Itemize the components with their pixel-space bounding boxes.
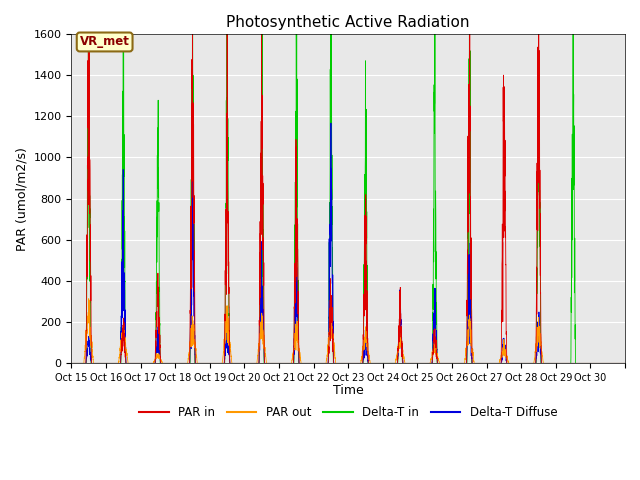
Line: PAR in: PAR in: [72, 0, 625, 363]
Y-axis label: PAR (umol/m2/s): PAR (umol/m2/s): [15, 147, 28, 251]
PAR in: [68, 360, 76, 366]
Title: Photosynthetic Active Radiation: Photosynthetic Active Radiation: [227, 15, 470, 30]
PAR in: [399, 354, 406, 360]
PAR in: [541, 360, 549, 366]
PAR out: [85, 296, 93, 301]
Delta-T in: [541, 360, 549, 366]
PAR in: [527, 360, 535, 366]
PAR out: [527, 360, 535, 366]
Delta-T Diffuse: [500, 342, 508, 348]
PAR in: [182, 360, 190, 366]
Delta-T Diffuse: [327, 120, 335, 126]
Delta-T in: [621, 360, 629, 366]
PAR out: [541, 360, 549, 366]
Line: PAR out: PAR out: [72, 299, 625, 363]
PAR out: [500, 353, 508, 359]
Line: Delta-T Diffuse: Delta-T Diffuse: [72, 123, 625, 363]
Delta-T in: [500, 360, 508, 366]
Delta-T in: [399, 358, 406, 363]
PAR out: [621, 360, 629, 366]
Delta-T Diffuse: [527, 360, 535, 366]
Delta-T in: [182, 360, 190, 366]
PAR in: [500, 132, 508, 137]
Delta-T in: [527, 360, 535, 366]
Delta-T in: [68, 360, 76, 366]
PAR out: [182, 360, 190, 366]
Text: VR_met: VR_met: [80, 36, 129, 48]
PAR out: [68, 360, 76, 366]
Delta-T Diffuse: [182, 360, 190, 366]
PAR in: [369, 360, 376, 366]
PAR out: [369, 360, 376, 366]
Delta-T in: [369, 360, 376, 366]
Line: Delta-T in: Delta-T in: [72, 0, 625, 363]
PAR in: [621, 360, 629, 366]
PAR out: [399, 345, 406, 351]
Delta-T Diffuse: [369, 360, 376, 366]
X-axis label: Time: Time: [333, 384, 364, 397]
Delta-T Diffuse: [541, 360, 549, 366]
Delta-T Diffuse: [621, 360, 629, 366]
Legend: PAR in, PAR out, Delta-T in, Delta-T Diffuse: PAR in, PAR out, Delta-T in, Delta-T Dif…: [134, 401, 562, 423]
Delta-T Diffuse: [399, 355, 406, 360]
Delta-T Diffuse: [68, 360, 76, 366]
